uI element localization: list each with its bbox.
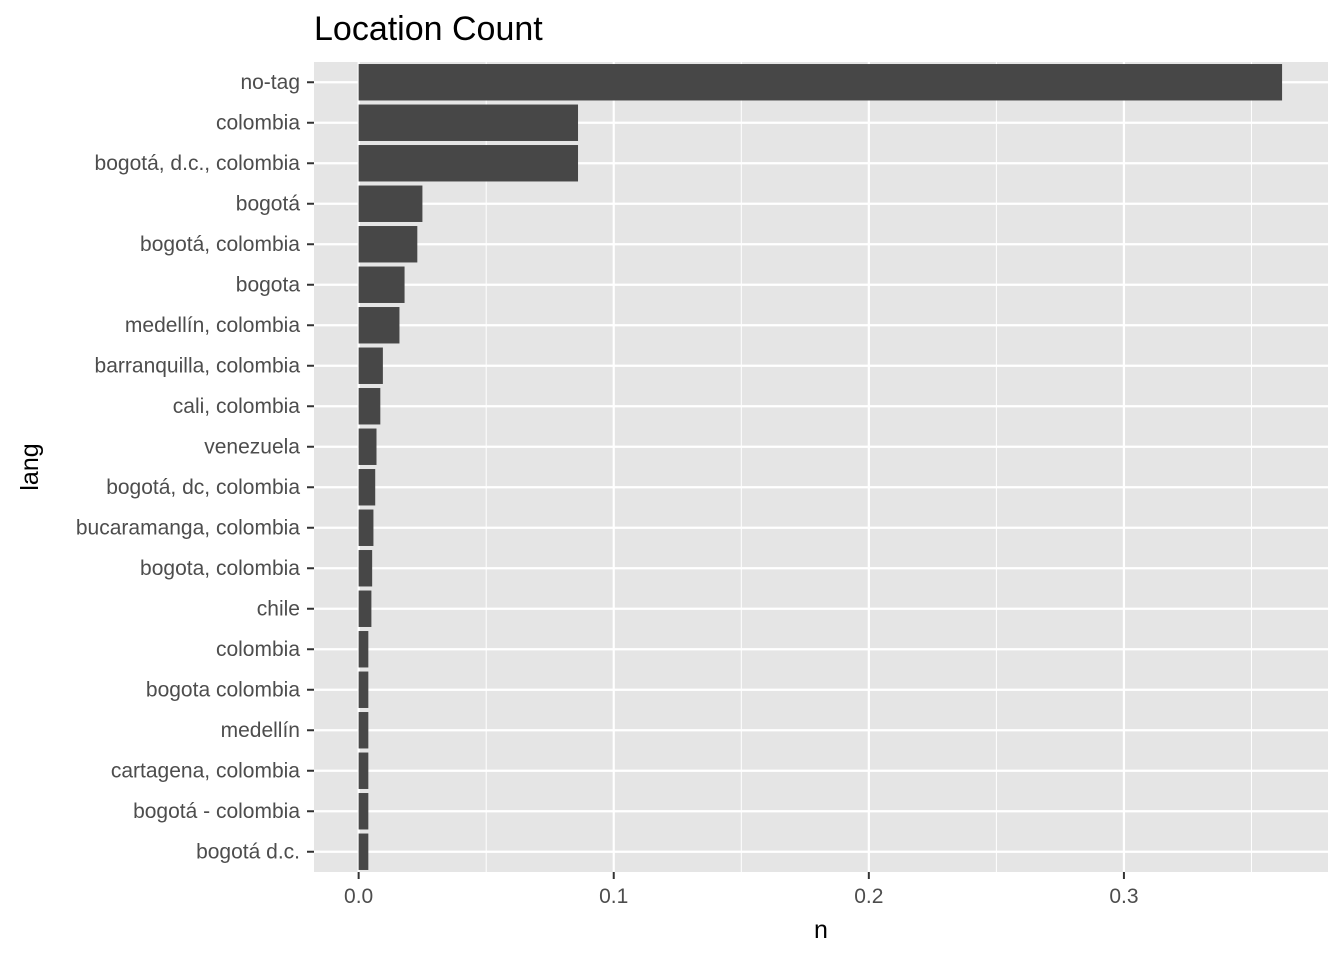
bar <box>358 347 383 384</box>
y-tick-label: bogotá, d.c., colombia <box>95 152 301 175</box>
y-tick-label: colombia <box>216 111 300 134</box>
bars <box>358 64 1283 870</box>
bar <box>358 712 369 749</box>
bar <box>358 469 376 506</box>
bar <box>358 145 579 182</box>
x-tick-label: 0.3 <box>1109 885 1138 908</box>
bar <box>358 428 377 465</box>
chart-title: Location Count <box>314 10 543 48</box>
y-tick-label: bogota colombia <box>146 678 300 701</box>
y-tick-label: venezuela <box>204 435 300 458</box>
y-tick-label: bogotá d.c. <box>196 840 300 863</box>
y-axis-ticks: no-tag colombia bogotá, d.c., colombia bogo… <box>76 71 314 863</box>
bar <box>358 64 1283 101</box>
bar <box>358 631 369 668</box>
x-tick-label: 0.0 <box>344 885 373 908</box>
bar <box>358 833 369 870</box>
y-tick-label: bogota, colombia <box>140 557 300 580</box>
x-axis-title: n <box>814 916 828 944</box>
y-axis-title: lang <box>16 443 44 490</box>
y-tick-label: cali, colombia <box>173 395 301 418</box>
plot-panel <box>314 62 1328 872</box>
y-tick-label: barranquilla, colombia <box>95 354 301 377</box>
x-axis-ticks: 0.0 0.1 0.2 0.3 <box>344 872 1139 908</box>
minor-gridlines <box>485 62 1252 872</box>
bar <box>358 266 405 303</box>
bar <box>358 752 369 789</box>
bar <box>358 550 373 587</box>
y-tick-label: bogotá, dc, colombia <box>106 476 300 499</box>
y-tick-label: bogotá - colombia <box>133 800 300 823</box>
bar <box>358 307 400 344</box>
y-tick-label: bucaramanga, colombia <box>76 516 300 539</box>
bar <box>358 226 418 263</box>
y-tick-label: bogotá <box>236 192 301 215</box>
y-tick-label: chile <box>257 597 300 620</box>
y-tick-label: bogotá, colombia <box>140 233 300 256</box>
x-tick-label: 0.2 <box>854 885 883 908</box>
bar <box>358 509 374 546</box>
y-tick-label: no-tag <box>240 71 300 94</box>
y-tick-label: medellín <box>221 719 300 742</box>
y-tick-label: bogota <box>236 273 301 296</box>
bar <box>358 104 579 141</box>
bar <box>358 590 372 627</box>
y-tick-label: medellín, colombia <box>125 314 300 337</box>
bar <box>358 388 381 425</box>
y-tick-label: colombia <box>216 638 300 661</box>
bar <box>358 671 369 708</box>
x-tick-label: 0.1 <box>599 885 628 908</box>
major-gridlines <box>314 62 1328 872</box>
bar <box>358 185 423 222</box>
bar <box>358 793 369 830</box>
y-tick-label: cartagena, colombia <box>111 759 300 782</box>
